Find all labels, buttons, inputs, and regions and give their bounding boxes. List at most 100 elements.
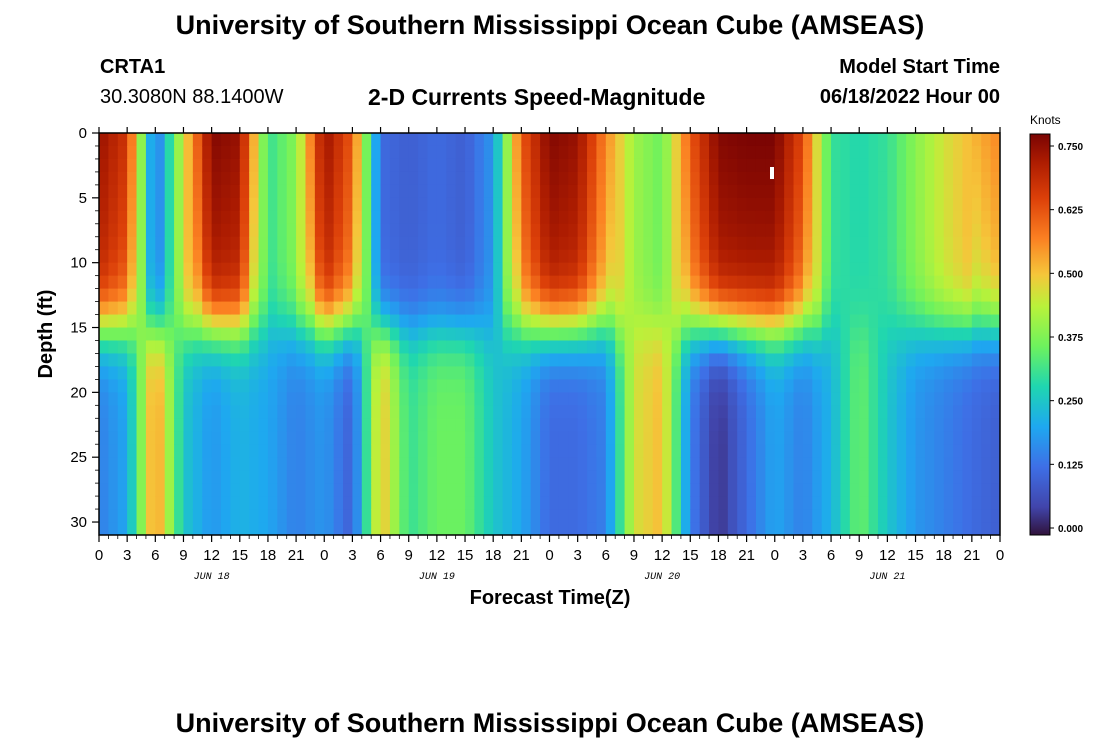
heatmap-cell — [709, 301, 720, 316]
heatmap-cell — [117, 470, 128, 484]
heatmap-cell — [896, 444, 907, 458]
heatmap-cell — [361, 236, 372, 251]
heatmap-cell — [540, 145, 551, 160]
heatmap-cell — [990, 327, 1000, 342]
heatmap-cell — [192, 301, 203, 316]
heatmap-cell — [183, 301, 194, 316]
heatmap-cell — [709, 353, 720, 368]
heatmap-cell — [455, 496, 466, 510]
heatmap-cell — [943, 418, 954, 432]
heatmap-cell — [549, 509, 560, 523]
heatmap-cell — [418, 223, 429, 238]
heatmap-cell — [699, 444, 710, 458]
heatmap-cell — [446, 262, 457, 277]
heatmap-cell — [230, 184, 241, 199]
heatmap-cell — [230, 262, 241, 277]
heatmap-cell — [511, 431, 522, 445]
heatmap-cell — [136, 314, 147, 329]
heatmap-cell — [314, 444, 325, 458]
heatmap-cell — [540, 366, 551, 380]
heatmap-cell — [812, 431, 823, 445]
heatmap-cell — [540, 314, 551, 329]
heatmap-cell — [821, 457, 832, 471]
heatmap-cell — [558, 379, 569, 393]
heatmap-cell — [755, 262, 766, 277]
heatmap-cell — [286, 327, 297, 342]
heatmap-cell — [249, 249, 260, 264]
heatmap-cell — [718, 457, 729, 471]
heatmap-cell — [840, 262, 851, 277]
heatmap-cell — [568, 457, 579, 471]
heatmap-cell — [343, 509, 354, 523]
heatmap-cell — [99, 379, 109, 393]
heatmap-cell — [258, 145, 269, 160]
heatmap-cell — [774, 327, 785, 342]
heatmap-cell — [511, 353, 522, 368]
heatmap-cell — [727, 197, 738, 212]
heatmap-cell — [361, 379, 372, 393]
heatmap-cell — [774, 353, 785, 368]
heatmap-cell — [192, 457, 203, 471]
heatmap-cell — [981, 431, 992, 445]
heatmap-cell — [239, 158, 250, 173]
heatmap-cell — [380, 379, 391, 393]
heatmap-cell — [802, 366, 813, 380]
heatmap-cell — [962, 314, 973, 329]
heatmap-cell — [221, 275, 231, 290]
heatmap-cell — [427, 249, 438, 264]
heatmap-cell — [943, 392, 954, 406]
heatmap-cell — [971, 405, 982, 419]
heatmap-cell — [164, 223, 175, 238]
heatmap-cell — [906, 457, 917, 471]
heatmap-cell — [680, 444, 691, 458]
heatmap-cell — [389, 158, 400, 173]
heatmap-cell — [821, 366, 832, 380]
heatmap-cell — [343, 301, 354, 316]
heatmap-cell — [174, 249, 185, 264]
heatmap-cell — [990, 405, 1000, 419]
heatmap-cell — [943, 262, 954, 277]
heatmap-cell — [305, 301, 316, 316]
heatmap-cell — [483, 431, 494, 445]
heatmap-cell — [709, 366, 720, 380]
heatmap-cell — [662, 223, 673, 238]
heatmap-cell — [418, 457, 429, 471]
heatmap-cell — [868, 405, 879, 419]
heatmap-cell — [671, 431, 682, 445]
heatmap-cell — [258, 522, 269, 535]
heatmap-cell — [296, 340, 307, 355]
heatmap-cell — [511, 223, 522, 238]
heatmap-cell — [680, 418, 691, 432]
heatmap-cell — [859, 327, 870, 342]
heatmap-cell — [727, 392, 738, 406]
heatmap-cell — [296, 379, 307, 393]
heatmap-cell — [286, 197, 297, 212]
heatmap-cell — [915, 158, 926, 173]
heatmap-cell — [211, 444, 222, 458]
heatmap-cell — [511, 327, 522, 342]
heatmap-cell — [690, 470, 701, 484]
heatmap-cell — [981, 133, 992, 147]
heatmap-cell — [286, 457, 297, 471]
heatmap-cell — [549, 405, 560, 419]
heatmap-cell — [699, 418, 710, 432]
heatmap-cell — [774, 483, 785, 497]
heatmap-cell — [333, 197, 344, 212]
heatmap-cell — [859, 418, 870, 432]
heatmap-cell — [136, 301, 147, 316]
heatmap-cell — [211, 418, 222, 432]
heatmap-cell — [868, 483, 879, 497]
heatmap-cell — [915, 133, 926, 147]
heatmap-cell — [671, 314, 682, 329]
heatmap-cell — [145, 210, 156, 225]
heatmap-cell — [483, 353, 494, 368]
heatmap-cell — [793, 444, 804, 458]
heatmap-cell — [709, 509, 720, 523]
heatmap-cell — [605, 249, 616, 264]
heatmap-cell — [558, 340, 569, 355]
heatmap-cell — [624, 509, 635, 523]
heatmap-cell — [802, 314, 813, 329]
heatmap-cell — [352, 457, 363, 471]
heatmap-cell — [493, 197, 504, 212]
heatmap-cell — [521, 184, 532, 199]
